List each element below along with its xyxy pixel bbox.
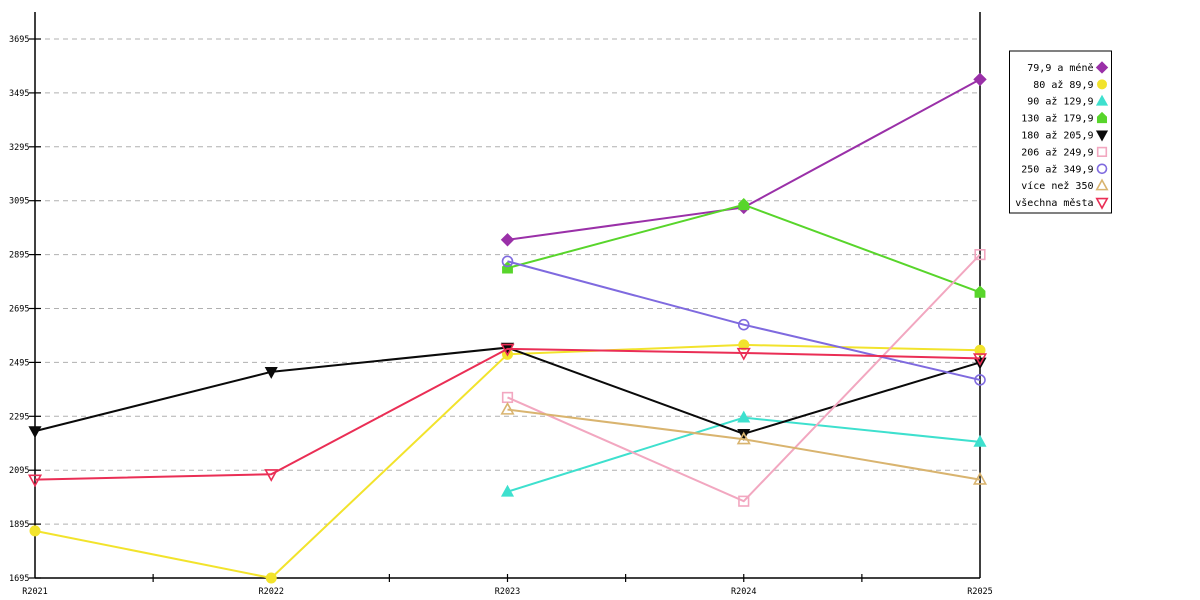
legend-marker-7 bbox=[1095, 178, 1109, 191]
series-line-3 bbox=[507, 203, 981, 294]
legend-marker-0 bbox=[1095, 61, 1109, 74]
legend-marker-8 bbox=[1095, 197, 1109, 210]
series-marker-1 bbox=[29, 525, 41, 537]
series-marker-3 bbox=[738, 198, 750, 211]
series-line-5 bbox=[507, 253, 981, 503]
legend-label: všechna města bbox=[1015, 197, 1093, 209]
series-line-8 bbox=[34, 347, 981, 481]
series-marker-7 bbox=[736, 431, 751, 445]
series-marker-1 bbox=[974, 344, 986, 356]
legend-label: 130 až 179,9 bbox=[1021, 113, 1093, 125]
legend-marker-4 bbox=[1095, 130, 1109, 142]
y-tick-label: 1695 bbox=[9, 574, 29, 584]
y-tick-label: 3295 bbox=[9, 143, 29, 153]
series-marker-4 bbox=[28, 426, 42, 439]
series-marker-3 bbox=[502, 261, 513, 274]
x-tick-label: R2023 bbox=[495, 587, 521, 597]
x-tick-label: R2022 bbox=[258, 587, 284, 597]
y-tick-label: 2495 bbox=[9, 358, 29, 368]
series-marker-8 bbox=[736, 347, 751, 361]
series-marker-3 bbox=[974, 285, 986, 298]
x-tick-label: R2025 bbox=[967, 587, 993, 597]
series-marker-1 bbox=[265, 572, 277, 584]
legend-marker-1 bbox=[1097, 79, 1107, 90]
y-tick-label: 2095 bbox=[9, 466, 29, 476]
legend-box bbox=[1009, 50, 1112, 214]
y-tick-label: 2695 bbox=[9, 305, 29, 315]
legend-label: 206 až 249,9 bbox=[1021, 146, 1093, 158]
series-marker-4 bbox=[264, 367, 278, 379]
legend-label: 79,9 a méně bbox=[1027, 62, 1093, 74]
y-tick-label: 3695 bbox=[9, 35, 29, 45]
x-tick-label: R2024 bbox=[731, 587, 757, 597]
series-marker-6 bbox=[974, 374, 986, 386]
y-tick-label: 1895 bbox=[9, 520, 29, 530]
y-tick-label: 2895 bbox=[9, 251, 29, 261]
series-marker-0 bbox=[500, 233, 515, 247]
series-marker-8 bbox=[27, 474, 43, 488]
legend-label: 80 až 89,9 bbox=[1033, 79, 1093, 91]
series-line-6 bbox=[507, 260, 981, 381]
series-line-1 bbox=[34, 343, 981, 580]
series-marker-6 bbox=[501, 255, 514, 268]
legend-marker-5 bbox=[1096, 146, 1108, 157]
series-marker-2 bbox=[973, 434, 987, 447]
series-marker-5 bbox=[974, 249, 986, 261]
series-marker-5 bbox=[738, 495, 750, 507]
series-marker-1 bbox=[738, 339, 750, 351]
series-marker-8 bbox=[500, 343, 515, 357]
series-line-4 bbox=[34, 346, 981, 435]
legend-label: 180 až 205,9 bbox=[1021, 130, 1093, 142]
legend-marker-3 bbox=[1096, 111, 1108, 124]
series-marker-7 bbox=[500, 401, 515, 415]
series-marker-2 bbox=[500, 484, 515, 497]
series-marker-8 bbox=[972, 353, 988, 367]
legend-marker-2 bbox=[1095, 94, 1109, 106]
series-marker-0 bbox=[973, 72, 987, 87]
legend-marker-6 bbox=[1096, 163, 1108, 175]
legend-label: 90 až 129,9 bbox=[1027, 96, 1093, 108]
y-tick-label: 3095 bbox=[9, 197, 29, 207]
legend-label: více než 350 bbox=[1021, 180, 1093, 192]
y-tick-label: 2295 bbox=[9, 412, 29, 422]
series-marker-8 bbox=[264, 469, 279, 482]
x-tick-label: R2021 bbox=[22, 587, 48, 597]
y-tick-label: 3495 bbox=[9, 89, 29, 99]
series-line-7 bbox=[507, 408, 981, 481]
series-marker-7 bbox=[972, 471, 988, 485]
legend-label: 250 až 349,9 bbox=[1021, 163, 1093, 175]
series-marker-6 bbox=[737, 318, 750, 331]
series-marker-2 bbox=[737, 410, 751, 423]
series-line-0 bbox=[507, 78, 981, 241]
